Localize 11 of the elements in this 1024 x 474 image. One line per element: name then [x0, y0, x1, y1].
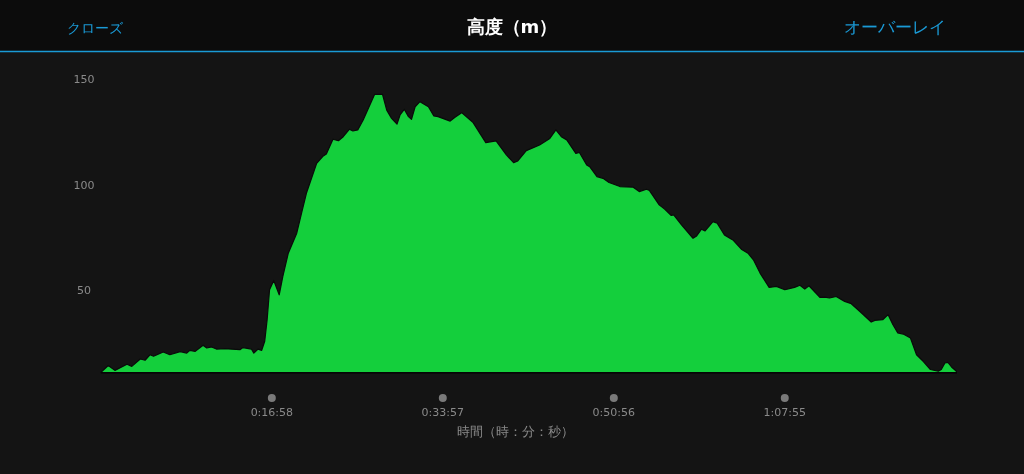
- y-tick-label: 150: [73, 73, 95, 87]
- x-tick-label: 1:07:55: [763, 406, 806, 419]
- text: クローズ: [67, 20, 124, 36]
- x-tick-label: 0:33:57: [421, 406, 464, 419]
- x-tick-label: 0:16:58: [250, 406, 294, 419]
- y-tick-label: 100: [73, 178, 95, 192]
- chart-title: 高度（m）: [466, 16, 558, 37]
- y-tick-label: 50: [77, 284, 91, 298]
- x-tick-label: 0:50:56: [592, 406, 636, 419]
- x-axis-title: 時間（時：分：秒）: [456, 424, 574, 439]
- text: オーバーレイ: [844, 17, 946, 37]
